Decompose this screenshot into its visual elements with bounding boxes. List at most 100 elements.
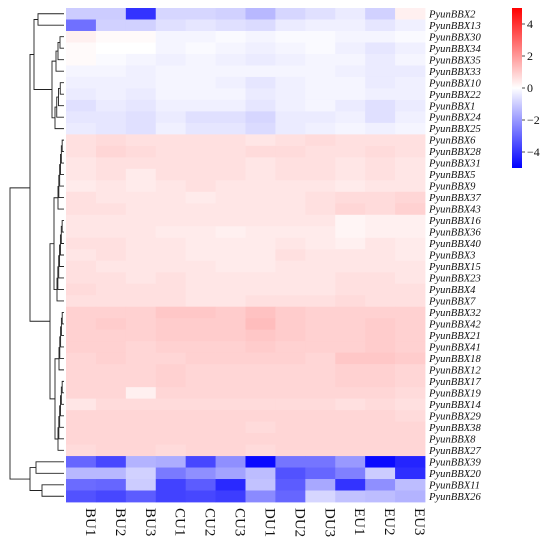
heatmap-cell (155, 318, 187, 331)
heatmap-cell (245, 444, 276, 457)
heatmap-cell (305, 180, 336, 193)
heatmap-cell (335, 145, 366, 158)
row-label: PyunBBX42 (428, 320, 481, 331)
heatmap-cell (335, 387, 366, 400)
heatmap-cell (155, 444, 187, 457)
heatmap-cell (125, 479, 157, 491)
heatmap-cell (395, 421, 426, 434)
heatmap-cell (185, 352, 216, 365)
heatmap-cell (245, 99, 276, 112)
heatmap-cell (215, 479, 246, 491)
heatmap-cell (365, 433, 396, 445)
heatmap-cell (365, 410, 396, 422)
heatmap-cell (155, 180, 187, 193)
row-label: PyunBBX3 (428, 251, 475, 262)
heatmap-cell (185, 272, 216, 285)
heatmap-cell (395, 410, 426, 422)
row-label: PyunBBX25 (428, 124, 481, 135)
row-label: PyunBBX15 (428, 262, 481, 273)
heatmap-cell (95, 421, 127, 434)
heatmap-cell (125, 76, 157, 89)
heatmap-cell (245, 375, 276, 388)
heatmap-cell (275, 421, 306, 434)
heatmap-cell (245, 306, 276, 319)
heatmap-cell (245, 272, 276, 285)
heatmap-cell (185, 134, 216, 147)
heatmap-cell (66, 341, 97, 354)
heatmap-cell (365, 283, 396, 296)
heatmap-cell (185, 410, 216, 422)
row-label: PyunBBX19 (428, 388, 481, 399)
heatmap-cell (66, 352, 97, 365)
heatmap-cell (215, 76, 246, 89)
heatmap-cell (365, 191, 396, 204)
heatmap-cell (275, 19, 306, 32)
heatmap-cell (215, 249, 246, 262)
row-label: PyunBBX37 (428, 193, 481, 204)
heatmap-cell (395, 341, 426, 354)
heatmap-cell (125, 318, 157, 331)
heatmap-cell (95, 145, 127, 158)
heatmap-cell (335, 283, 366, 296)
heatmap-cell (66, 272, 97, 285)
heatmap-cell (215, 467, 246, 480)
heatmap-cell (365, 272, 396, 285)
row-label: PyunBBX33 (428, 67, 481, 78)
heatmap-cell (395, 30, 426, 43)
heatmap-cell (155, 329, 187, 342)
heatmap-cell (66, 157, 97, 170)
heatmap-cell (155, 65, 187, 78)
heatmap-cell (215, 191, 246, 204)
heatmap-cell (185, 260, 216, 273)
heatmap-cell (365, 8, 396, 20)
heatmap-cell (66, 53, 97, 66)
row-label: PyunBBX21 (428, 331, 481, 342)
heatmap-cell (215, 283, 246, 296)
heatmap-cell (155, 433, 187, 445)
row-label: PyunBBX10 (428, 78, 481, 89)
heatmap-cell (305, 134, 336, 147)
heatmap-cell (95, 88, 127, 101)
heatmap-cell (365, 456, 396, 468)
heatmap-cell (215, 134, 246, 147)
heatmap-cell (185, 8, 216, 20)
heatmap-cells (66, 8, 426, 503)
heatmap-cell (335, 191, 366, 204)
heatmap-cell (245, 111, 276, 124)
heatmap-cell (245, 398, 276, 411)
heatmap-cell (365, 180, 396, 193)
heatmap-cell (125, 42, 157, 55)
heatmap-cell (395, 352, 426, 365)
heatmap-cell (365, 145, 396, 158)
heatmap-cell (95, 249, 127, 262)
heatmap-cell (155, 8, 187, 20)
heatmap-cell (125, 329, 157, 342)
heatmap-cell (125, 134, 157, 147)
heatmap-cell (395, 295, 426, 308)
heatmap-cell (155, 30, 187, 43)
heatmap-cell (66, 191, 97, 204)
heatmap-cell (335, 180, 366, 193)
heatmap-cell (125, 249, 157, 262)
heatmap-cell (245, 329, 276, 342)
heatmap-cell (185, 387, 216, 400)
heatmap-cell (125, 295, 157, 308)
heatmap-cell (215, 214, 246, 227)
heatmap-cell (395, 157, 426, 170)
heatmap-cell (95, 490, 127, 503)
heatmap-cell (155, 76, 187, 89)
row-label: PyunBBX36 (428, 228, 481, 239)
row-label: PyunBBX31 (428, 159, 481, 170)
row-label: PyunBBX12 (428, 365, 481, 376)
heatmap-cell (335, 203, 366, 216)
heatmap-cell (215, 157, 246, 170)
heatmap-cell (245, 122, 276, 135)
heatmap-cell (365, 65, 396, 78)
heatmap-cell (185, 249, 216, 262)
heatmap-cell (215, 410, 246, 422)
heatmap-cell (185, 157, 216, 170)
row-label: PyunBBX14 (428, 400, 481, 411)
heatmap-cell (335, 214, 366, 227)
heatmap-cell (245, 364, 276, 377)
heatmap-cell (185, 180, 216, 193)
